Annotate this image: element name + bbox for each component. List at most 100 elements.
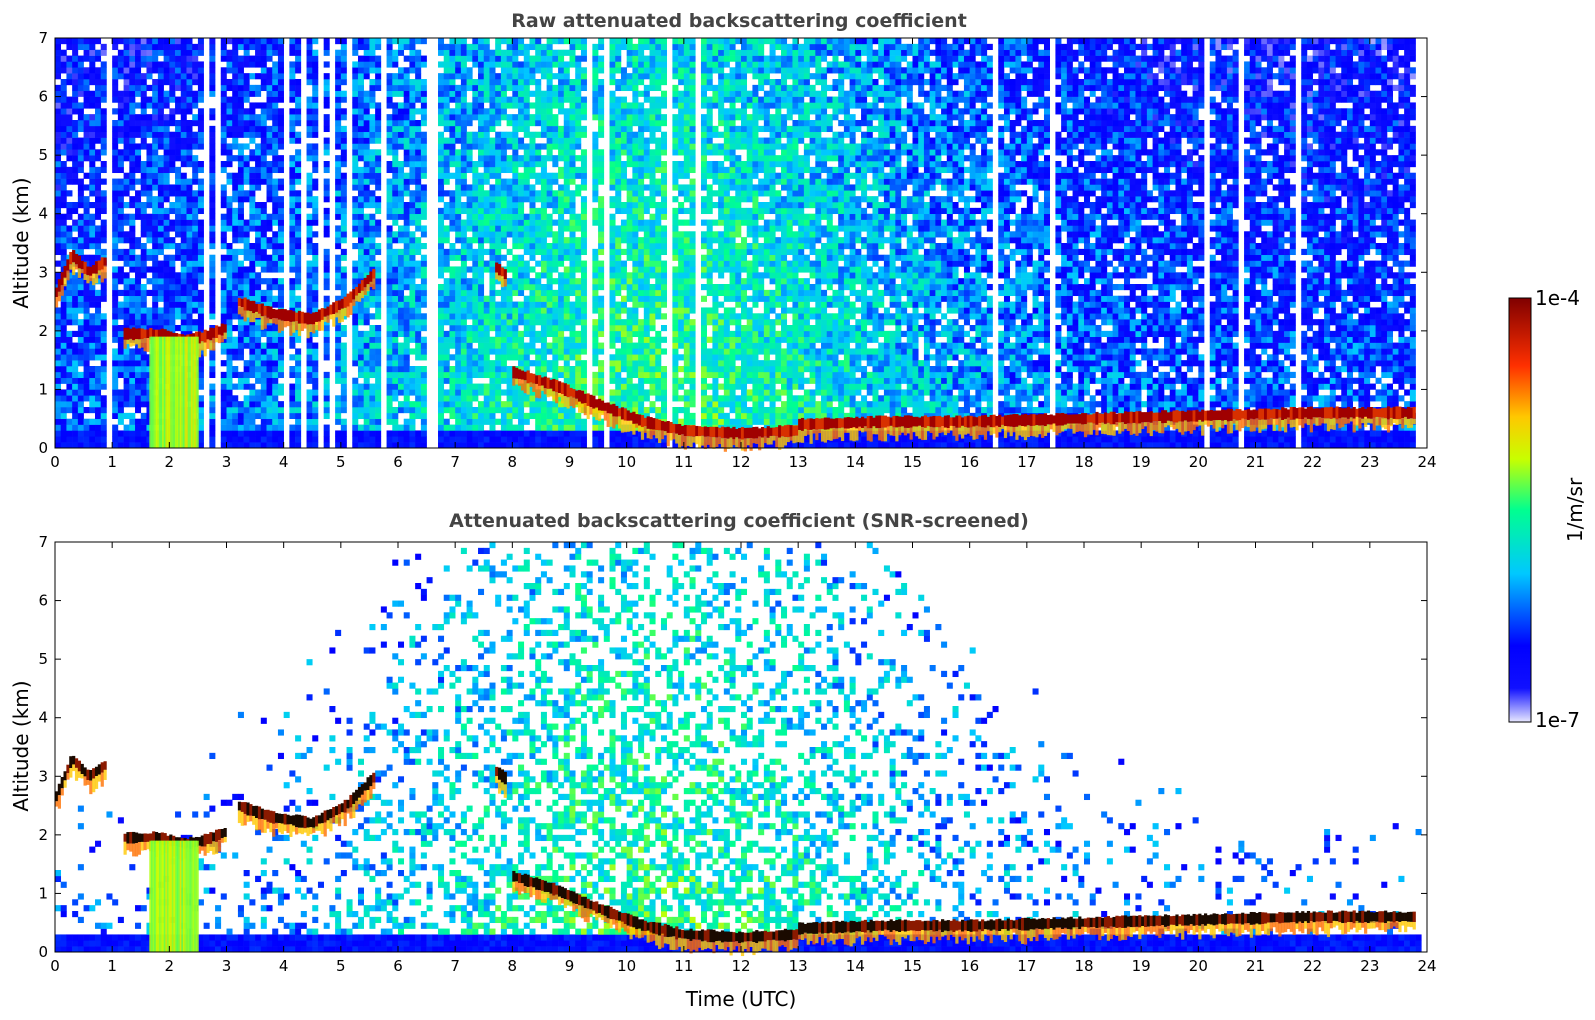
heatmap-cell bbox=[495, 360, 502, 367]
heatmap-cell bbox=[157, 295, 164, 302]
heatmap-cell bbox=[483, 231, 490, 238]
heatmap-cell bbox=[312, 407, 319, 414]
heatmap-cell bbox=[277, 125, 284, 133]
heatmap-cell bbox=[489, 272, 496, 279]
heatmap-cell bbox=[306, 149, 313, 156]
heatmap-cell bbox=[60, 371, 67, 379]
heatmap-cell bbox=[352, 96, 359, 103]
heatmap-cell bbox=[66, 424, 73, 431]
heatmap-cell bbox=[489, 342, 496, 349]
heatmap-cell bbox=[260, 260, 267, 267]
heatmap-cell bbox=[506, 395, 513, 402]
heatmap-cell bbox=[540, 96, 547, 103]
heatmap-cell bbox=[186, 243, 193, 250]
heatmap-cell bbox=[506, 120, 513, 127]
heatmap-cell bbox=[438, 336, 445, 343]
heatmap-cell bbox=[72, 348, 79, 355]
heatmap-cell bbox=[83, 225, 90, 232]
heatmap-cell bbox=[192, 325, 199, 332]
heatmap-cell bbox=[449, 248, 456, 256]
heatmap-cell bbox=[123, 412, 130, 420]
heatmap-cell bbox=[500, 161, 507, 168]
heatmap-cell bbox=[460, 436, 467, 443]
heatmap-cell bbox=[243, 172, 250, 179]
heatmap-cell bbox=[438, 172, 445, 179]
heatmap-cell bbox=[197, 120, 204, 127]
heatmap-cell bbox=[335, 38, 342, 45]
heatmap-cell bbox=[123, 172, 130, 179]
heatmap-cell bbox=[197, 289, 204, 297]
heatmap-cell bbox=[466, 389, 473, 396]
heatmap-cell bbox=[323, 295, 330, 302]
heatmap-cell bbox=[415, 336, 422, 343]
heatmap-cell bbox=[569, 96, 576, 103]
heatmap-cell bbox=[540, 395, 547, 402]
heatmap-cell bbox=[272, 149, 279, 156]
heatmap-cell bbox=[312, 260, 319, 267]
heatmap-cell bbox=[197, 301, 204, 308]
heatmap-cell bbox=[529, 73, 536, 80]
heatmap-cell bbox=[403, 389, 410, 396]
heatmap-cell bbox=[558, 237, 565, 244]
heatmap-cell bbox=[335, 207, 342, 215]
heatmap-cell bbox=[449, 442, 456, 449]
heatmap-cell bbox=[535, 301, 542, 308]
heatmap-cell bbox=[112, 155, 119, 162]
heatmap-cell bbox=[112, 243, 119, 250]
heatmap-cell bbox=[55, 430, 62, 437]
heatmap-cell bbox=[569, 330, 576, 338]
heatmap-cell bbox=[398, 342, 405, 349]
heatmap-cell bbox=[249, 149, 256, 156]
heatmap-cell bbox=[563, 131, 570, 138]
heatmap-cell bbox=[398, 383, 405, 390]
heatmap-cell bbox=[323, 184, 330, 191]
heatmap-cell bbox=[140, 125, 147, 133]
heatmap-cell bbox=[135, 90, 142, 97]
heatmap-cell bbox=[460, 407, 467, 414]
heatmap-cell bbox=[272, 237, 279, 244]
heatmap-cell bbox=[72, 125, 79, 133]
heatmap-cell bbox=[403, 319, 410, 326]
heatmap-cell bbox=[449, 289, 456, 297]
heatmap-cell bbox=[112, 325, 119, 332]
heatmap-cell bbox=[169, 219, 176, 226]
heatmap-cell bbox=[89, 38, 96, 45]
heatmap-cell bbox=[260, 155, 267, 162]
heatmap-cell bbox=[523, 342, 530, 349]
heatmap-cell bbox=[495, 366, 502, 373]
heatmap-cell bbox=[157, 73, 164, 80]
heatmap-cell bbox=[506, 231, 513, 238]
heatmap-cell bbox=[95, 84, 102, 92]
heatmap-cell bbox=[403, 67, 410, 74]
heatmap-cell bbox=[518, 389, 525, 396]
heatmap-cell bbox=[369, 120, 376, 127]
heatmap-cell bbox=[558, 284, 565, 291]
heatmap-cell bbox=[180, 225, 187, 232]
heatmap-cell bbox=[77, 442, 84, 449]
heatmap-cell bbox=[369, 336, 376, 343]
heatmap-cell bbox=[243, 377, 250, 384]
heatmap-cell bbox=[375, 354, 382, 361]
heatmap-cell bbox=[135, 196, 142, 203]
heatmap-cell bbox=[415, 131, 422, 138]
heatmap-cell bbox=[518, 307, 525, 314]
heatmap-cell bbox=[123, 307, 130, 314]
heatmap-cell bbox=[95, 289, 102, 297]
heatmap-cell bbox=[169, 207, 176, 215]
heatmap-cell bbox=[455, 301, 462, 308]
heatmap-cell bbox=[237, 161, 244, 168]
heatmap-cell bbox=[272, 184, 279, 191]
heatmap-cell bbox=[197, 43, 204, 51]
heatmap-cell bbox=[237, 219, 244, 226]
heatmap-cell bbox=[495, 395, 502, 402]
heatmap-cell bbox=[112, 301, 119, 308]
heatmap-cell bbox=[140, 79, 147, 86]
heatmap-cell bbox=[180, 207, 187, 215]
heatmap-cell bbox=[260, 143, 267, 150]
heatmap-cell bbox=[123, 96, 130, 103]
heatmap-cell bbox=[249, 137, 256, 144]
heatmap-cell bbox=[375, 73, 382, 80]
heatmap-cell bbox=[226, 383, 233, 390]
heatmap-cell bbox=[77, 401, 84, 408]
heatmap-cell bbox=[472, 102, 479, 109]
